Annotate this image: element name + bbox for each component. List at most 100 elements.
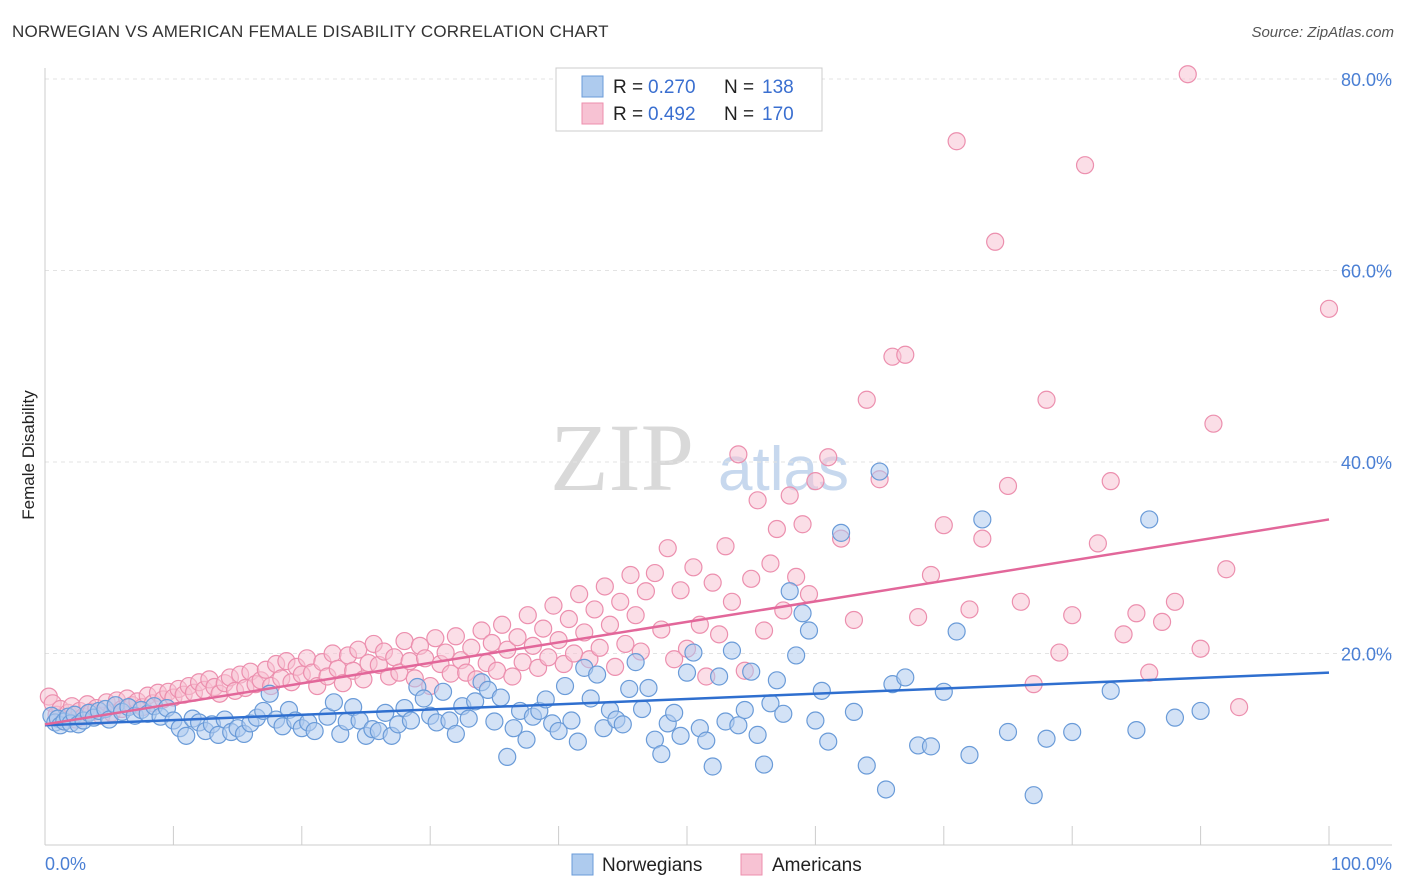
norwegian-point (549, 721, 568, 741)
american-point (986, 232, 1005, 251)
norwegian-point (799, 621, 819, 640)
american-point (671, 581, 690, 600)
american-point (508, 628, 527, 647)
stats-legend-n-label-0: N = (724, 77, 754, 98)
stats-legend-swatch-norwegians (581, 75, 604, 98)
american-point (605, 657, 625, 677)
norwegian-point (812, 681, 831, 700)
american-point (1230, 698, 1249, 717)
norwegian-point (498, 747, 517, 767)
norwegian-point (748, 725, 767, 744)
norwegian-point (414, 689, 433, 708)
american-point (333, 674, 352, 693)
american-point (998, 476, 1018, 496)
american-point (564, 644, 584, 663)
norwegian-point (626, 653, 645, 672)
american-point (729, 445, 748, 464)
norwegian-point (401, 711, 421, 730)
norwegian-point (671, 726, 690, 745)
stats-legend-r-label-1: R = (613, 104, 643, 125)
norwegian-point (485, 712, 504, 731)
american-point (1063, 606, 1082, 625)
american-point (652, 620, 671, 639)
norwegian-point (876, 780, 896, 799)
norwegian-point (767, 671, 786, 690)
american-point (1088, 534, 1107, 553)
american-point (626, 606, 645, 625)
norwegian-point (722, 641, 742, 660)
norwegian-point (754, 755, 774, 774)
american-point (446, 627, 465, 646)
norwegian-point (433, 682, 453, 701)
american-point (549, 630, 568, 650)
american-point (780, 486, 799, 505)
american-point (585, 600, 604, 619)
watermark-zip: ZIP (550, 404, 694, 511)
american-point (896, 345, 915, 364)
american-point (934, 516, 953, 535)
american-point (395, 631, 414, 651)
series-legend-swatch-norwegians (571, 853, 594, 876)
american-point (534, 619, 553, 638)
american-point (570, 585, 589, 604)
american-point (518, 606, 537, 625)
american-point (754, 621, 774, 640)
american-point (748, 491, 767, 510)
american-point (819, 448, 838, 467)
american-point (761, 554, 780, 573)
y-tick-label: 20.0% (1341, 645, 1392, 665)
american-point (600, 615, 620, 634)
american-point (1152, 612, 1172, 632)
norwegian-point (620, 679, 639, 699)
american-point (767, 519, 786, 539)
stats-legend-r-value-1: 0.492 (648, 104, 696, 125)
american-point (722, 592, 742, 611)
chart-title: NORWEGIAN VS AMERICAN FEMALE DISABILITY … (12, 22, 609, 41)
american-point (426, 629, 445, 648)
norwegian-point (774, 704, 793, 723)
norwegian-point (960, 745, 979, 765)
norwegian-point (504, 719, 523, 738)
norwegian-point (491, 688, 510, 707)
trend-lines (44, 518, 1330, 727)
stats-legend-n-value-0: 138 (762, 77, 794, 98)
american-point (1114, 625, 1133, 644)
american-point (1101, 472, 1120, 491)
american-point (323, 644, 342, 663)
norwegian-point (735, 700, 754, 720)
norwegian-point (793, 604, 812, 623)
norwegian-point (1037, 729, 1056, 748)
american-point (909, 608, 928, 627)
y-tick-label: 40.0% (1341, 453, 1392, 473)
chart-source: Source: ZipAtlas.com (1251, 24, 1394, 41)
norwegian-point (568, 732, 587, 751)
american-point (703, 573, 722, 592)
norwegian-point (947, 622, 966, 641)
norwegian-point (665, 703, 684, 722)
american-point (665, 650, 684, 669)
american-point (1050, 643, 1069, 662)
american-point (1011, 592, 1030, 611)
norwegian-point (1101, 681, 1120, 700)
american-point (716, 537, 735, 556)
american-point (482, 633, 501, 653)
norwegian-point (1165, 708, 1185, 727)
norwegian-point (819, 732, 838, 751)
norwegian-point (729, 716, 748, 735)
gridlines (45, 78, 1392, 654)
stats-legend: R = 0.270 N = 138 R = 0.492 N = 170 (555, 67, 823, 132)
american-point (799, 585, 819, 604)
american-point (462, 638, 481, 657)
stats-legend-n-label-1: N = (724, 104, 754, 125)
norwegian-point (742, 662, 761, 681)
norwegian-point (806, 711, 825, 730)
american-point (544, 596, 563, 615)
norwegian-point (1191, 701, 1210, 721)
norwegian-point (709, 667, 729, 686)
american-point (513, 653, 532, 672)
american-point (487, 661, 507, 680)
series-legend-label-americans: Americans (772, 855, 862, 876)
series-legend-swatch-americans (740, 853, 763, 876)
american-point (857, 390, 876, 409)
